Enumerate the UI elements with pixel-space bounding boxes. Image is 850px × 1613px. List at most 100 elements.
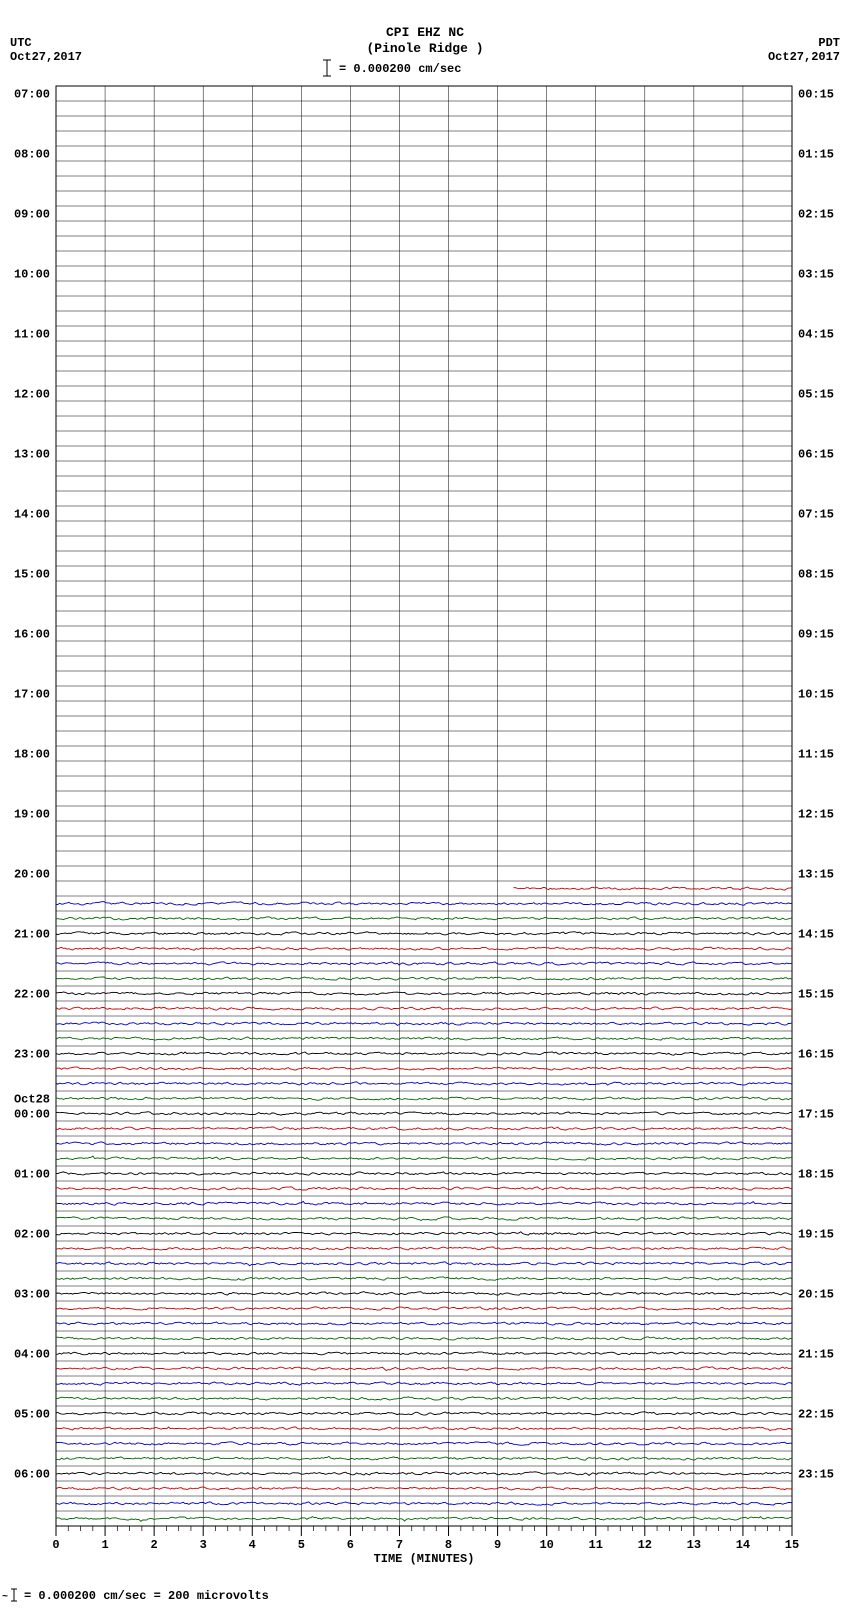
trace-row <box>56 992 792 995</box>
footer-leading-mark: ~ <box>2 1592 8 1603</box>
xaxis-tick-label: 7 <box>396 1538 403 1552</box>
left-hour-label: 17:00 <box>14 688 50 702</box>
trace-row <box>56 1112 792 1115</box>
trace-row <box>56 962 792 965</box>
footer-scale-label: = 0.000200 cm/sec = 200 microvolts <box>24 1589 269 1603</box>
trace-row <box>56 1397 792 1400</box>
trace-row <box>56 1217 792 1221</box>
right-hour-label: 13:15 <box>798 868 834 882</box>
left-hour-label: 15:00 <box>14 568 50 582</box>
left-hour-label: 00:00 <box>14 1108 50 1122</box>
trace-row <box>56 1517 792 1522</box>
trace-row <box>56 1082 792 1085</box>
trace-row <box>56 1352 792 1355</box>
xaxis-tick-label: 5 <box>298 1538 305 1552</box>
trace-row <box>56 1442 792 1445</box>
trace-row <box>56 1232 792 1235</box>
trace-row <box>56 1292 792 1296</box>
xaxis-tick-label: 4 <box>249 1538 256 1552</box>
xaxis-tick-label: 13 <box>687 1538 701 1552</box>
left-hour-label: 14:00 <box>14 508 50 522</box>
right-tz: PDT <box>818 36 840 50</box>
right-hour-label: 12:15 <box>798 808 834 822</box>
trace-row <box>56 1472 792 1476</box>
left-hour-label: 23:00 <box>14 1048 50 1062</box>
left-hour-label: 03:00 <box>14 1288 50 1302</box>
trace-row <box>56 1427 792 1431</box>
xaxis-tick-label: 8 <box>445 1538 452 1552</box>
trace-row <box>56 1187 792 1190</box>
left-hour-label: 12:00 <box>14 388 50 402</box>
right-date: Oct27,2017 <box>768 50 840 64</box>
trace-row <box>56 1007 792 1010</box>
xaxis-tick-label: 1 <box>101 1538 108 1552</box>
left-hour-label: 04:00 <box>14 1348 50 1362</box>
trace-row <box>56 902 792 906</box>
right-hour-label: 09:15 <box>798 628 834 642</box>
left-hour-label: 20:00 <box>14 868 50 882</box>
left-hour-label: 05:00 <box>14 1408 50 1422</box>
trace-row <box>56 977 792 980</box>
right-hour-label: 18:15 <box>798 1168 834 1182</box>
left-hour-label: 22:00 <box>14 988 50 1002</box>
left-hour-label: 06:00 <box>14 1468 50 1482</box>
right-hour-label: 22:15 <box>798 1408 834 1422</box>
left-hour-label: 07:00 <box>14 88 50 102</box>
left-hour-label: 19:00 <box>14 808 50 822</box>
xaxis-tick-label: 3 <box>200 1538 207 1552</box>
xaxis-tick-label: 11 <box>589 1538 603 1552</box>
left-hour-label: 08:00 <box>14 148 50 162</box>
right-hour-label: 04:15 <box>798 328 834 342</box>
right-hour-label: 16:15 <box>798 1048 834 1062</box>
right-hour-label: 06:15 <box>798 448 834 462</box>
right-hour-label: 23:15 <box>798 1468 834 1482</box>
right-hour-label: 21:15 <box>798 1348 834 1362</box>
trace-row <box>56 1201 792 1205</box>
right-hour-label: 08:15 <box>798 568 834 582</box>
right-hour-label: 17:15 <box>798 1108 834 1122</box>
trace-row <box>56 1247 792 1250</box>
trace-row <box>56 1037 792 1040</box>
trace-row <box>56 932 792 935</box>
trace-row <box>56 917 792 920</box>
trace-row <box>56 1322 792 1325</box>
trace-row-partial <box>514 887 793 890</box>
xaxis-tick-label: 15 <box>785 1538 799 1552</box>
trace-row <box>56 1067 792 1070</box>
right-hour-label: 01:15 <box>798 148 834 162</box>
trace-row <box>56 1127 792 1130</box>
right-hour-label: 11:15 <box>798 748 834 762</box>
left-hour-label: 11:00 <box>14 328 50 342</box>
title-line1: CPI EHZ NC <box>386 25 464 40</box>
trace-row <box>56 1382 792 1385</box>
left-hour-label: Oct28 <box>14 1093 50 1107</box>
right-hour-label: 03:15 <box>798 268 834 282</box>
right-hour-label: 19:15 <box>798 1228 834 1242</box>
left-hour-label: 18:00 <box>14 748 50 762</box>
trace-row <box>56 1456 792 1460</box>
right-hour-label: 10:15 <box>798 688 834 702</box>
left-hour-label: 21:00 <box>14 928 50 942</box>
trace-row <box>56 1262 792 1266</box>
xaxis-tick-label: 10 <box>539 1538 553 1552</box>
trace-row <box>56 1487 792 1490</box>
right-hour-label: 05:15 <box>798 388 834 402</box>
left-hour-label: 16:00 <box>14 628 50 642</box>
trace-row <box>56 1052 792 1055</box>
trace-row <box>56 947 792 950</box>
trace-row <box>56 1277 792 1281</box>
trace-row <box>56 1367 792 1371</box>
title-line2: (Pinole Ridge ) <box>366 41 483 56</box>
left-hour-label: 02:00 <box>14 1228 50 1242</box>
trace-row <box>56 1337 792 1340</box>
xaxis-tick-label: 9 <box>494 1538 501 1552</box>
right-hour-label: 00:15 <box>798 88 834 102</box>
left-hour-label: 01:00 <box>14 1168 50 1182</box>
seismogram-container: CPI EHZ NC(Pinole Ridge ) = 0.000200 cm/s… <box>0 0 850 1613</box>
scale-bar-label: = 0.000200 cm/sec <box>339 62 461 76</box>
trace-row <box>56 1172 792 1175</box>
xaxis-tick-label: 6 <box>347 1538 354 1552</box>
xaxis-tick-label: 12 <box>638 1538 652 1552</box>
right-hour-label: 20:15 <box>798 1288 834 1302</box>
trace-row <box>56 1142 792 1145</box>
